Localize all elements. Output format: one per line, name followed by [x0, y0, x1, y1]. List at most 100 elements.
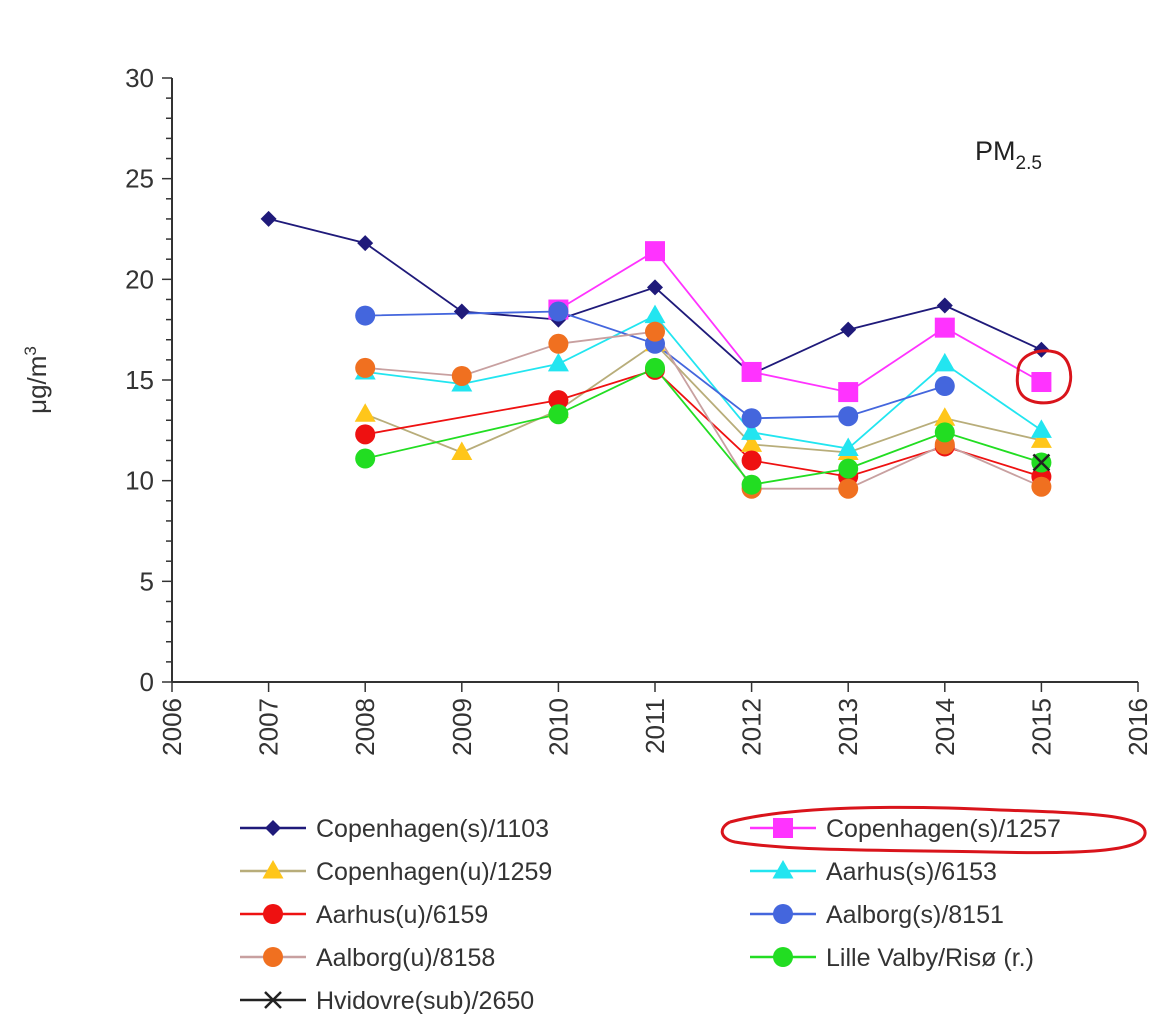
point-6-2015: [1031, 476, 1052, 497]
point-0-2007: [260, 210, 277, 227]
point-2-2015: [1030, 429, 1052, 448]
point-4-2008: [355, 424, 376, 445]
series-line-6: [365, 330, 1042, 490]
legend-label: Copenhagen(s)/1103: [316, 815, 549, 843]
point-7-2013: [838, 458, 859, 479]
legend-marker: [773, 818, 793, 838]
point-7-2014: [934, 422, 955, 443]
point-2-2014: [934, 407, 956, 426]
point-3-2013: [837, 437, 859, 456]
legend-marker: [772, 860, 794, 879]
legend-label: Copenhagen(u)/1259: [316, 858, 552, 886]
legend-item-8: Hvidovre(sub)/2650: [240, 987, 534, 1015]
series-line-2: [364, 342, 1042, 454]
legend-item-4: Aarhus(u)/6159: [240, 901, 488, 929]
x-tick-label: 2009: [447, 698, 477, 756]
point-6-2013: [838, 478, 859, 499]
x-tick-label: 2016: [1123, 698, 1153, 756]
point-2-2008: [354, 403, 376, 422]
point-0-2014: [936, 297, 953, 314]
legend-label: Copenhagen(s)/1257: [826, 815, 1061, 843]
point-3-2014: [934, 352, 956, 372]
point-6-2011: [645, 321, 665, 342]
legend-label: Aarhus(s)/6153: [826, 858, 997, 886]
point-1-2011: [645, 241, 665, 262]
series-line-3: [365, 314, 1042, 450]
legend-label: Lille Valby/Risø (r.): [826, 944, 1034, 972]
series-line-1: [557, 249, 1042, 394]
point-7-2012: [741, 474, 762, 495]
point-6-2010: [548, 333, 569, 354]
x-marker-stroke: [1032, 453, 1051, 472]
point-1-2013: [838, 382, 859, 403]
point-2-2012: [741, 433, 763, 452]
legend-marker: [264, 991, 282, 1009]
point-0-2013: [840, 321, 857, 338]
x-tick-label: 2014: [930, 698, 960, 756]
highlight-legend-oval: [720, 805, 1147, 855]
point-7-2011: [645, 357, 665, 378]
series-markers: [260, 210, 1052, 499]
point-7-2008: [355, 448, 376, 469]
y-tick-label: 10: [125, 466, 154, 496]
legend-item-0: Copenhagen(s)/1103: [240, 815, 549, 843]
legend-marker: [773, 904, 793, 924]
x-tick-label: 2008: [350, 698, 380, 756]
point-0-2011: [647, 279, 663, 296]
x-marker-stroke: [264, 991, 282, 1009]
legend-label: Aalborg(u)/8158: [316, 944, 495, 972]
point-2-2009: [451, 441, 473, 460]
legend-item-2: Copenhagen(u)/1259: [240, 858, 552, 886]
legend-label: Aarhus(u)/6159: [316, 901, 488, 929]
x-tick-label: 2013: [833, 698, 863, 756]
y-tick-label: 0: [140, 667, 154, 697]
legend-item-3: Aarhus(s)/6153: [750, 858, 997, 886]
point-0-2008: [357, 235, 374, 252]
plot-axes: 0 5 10 15 20 25 30 2006 2007 2008 2009 2010 2011 2012…: [125, 63, 1153, 756]
legend-item-6: Aalborg(u)/8158: [240, 944, 495, 972]
legend-label: Hvidovre(sub)/2650: [316, 987, 534, 1015]
x-tick-label: 2011: [640, 698, 670, 754]
legend-marker: [263, 947, 283, 967]
legend-marker: [263, 904, 283, 924]
point-3-2015: [1030, 419, 1052, 438]
legend-marker: [773, 947, 793, 967]
point-8-2015: [1032, 453, 1051, 472]
legend-item-7: Lille Valby/Risø (r.): [750, 944, 1034, 972]
y-tick-label: 30: [125, 63, 154, 93]
x-tick-label: 2012: [737, 698, 767, 756]
x-tick-label: 2007: [254, 698, 284, 756]
point-5-2013: [838, 406, 859, 427]
y-tick-label: 5: [140, 566, 154, 596]
x-tick-label: 2010: [543, 698, 573, 756]
point-1-2014: [934, 317, 955, 338]
point-1-2012: [741, 361, 762, 382]
pm25-annotation: PM2.5: [975, 136, 1042, 174]
point-5-2014: [934, 376, 955, 397]
y-tick-label: 25: [125, 164, 154, 194]
point-0-2009: [453, 303, 470, 320]
point-7-2010: [548, 404, 569, 425]
point-3-2011: [644, 304, 666, 324]
x-tick-label: 2006: [157, 698, 187, 756]
point-3-2010: [547, 352, 569, 372]
point-4-2012: [741, 450, 762, 471]
point-3-2012: [741, 421, 763, 440]
point-5-2008: [355, 305, 376, 326]
x-tick-label: 2015: [1026, 698, 1056, 756]
y-tick-label: 15: [125, 365, 154, 395]
point-5-2012: [741, 408, 762, 429]
legend-label: Aalborg(s)/8151: [826, 901, 1004, 929]
highlight-circle-2015: [1015, 349, 1073, 405]
legend-item-1: Copenhagen(s)/1257: [750, 815, 1061, 843]
point-5-2010: [548, 301, 569, 322]
legend: Copenhagen(s)/1103 Copenhagen(s)/1257 Cope…: [240, 815, 1061, 1015]
point-6-2009: [451, 365, 472, 386]
y-tick-label: 20: [125, 264, 154, 294]
point-6-2008: [355, 357, 376, 378]
legend-marker: [265, 820, 281, 836]
legend-item-5: Aalborg(s)/8151: [750, 901, 1004, 929]
point-1-2015: [1031, 372, 1052, 393]
legend-marker: [262, 860, 284, 879]
